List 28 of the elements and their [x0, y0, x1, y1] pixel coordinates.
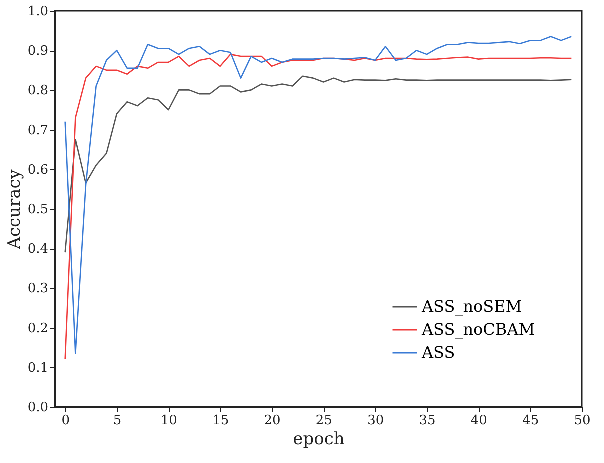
legend-label: ASS — [421, 343, 456, 362]
x-tick-label: 20 — [264, 414, 281, 428]
x-tick-label: 40 — [470, 414, 488, 428]
x-tick-label: 10 — [160, 414, 178, 428]
y-tick-label: 0.2 — [28, 321, 48, 336]
y-tick-label: 0.0 — [28, 400, 48, 416]
x-tick-label: 15 — [212, 414, 230, 428]
x-tick-label: 5 — [113, 414, 122, 428]
y-tick-label: 0.6 — [28, 162, 48, 178]
x-tick-label: 45 — [522, 414, 540, 428]
x-tick-label: 50 — [574, 414, 591, 428]
y-tick-label: 0.7 — [28, 123, 48, 138]
line-series — [64, 76, 572, 254]
y-tick-label: 0.1 — [28, 360, 48, 376]
y-axis-title: Accuracy — [4, 169, 25, 250]
y-tick-label: 0.3 — [28, 282, 48, 297]
y-tick-label: 0.4 — [28, 242, 48, 258]
y-tick-label: 0.8 — [28, 84, 48, 99]
x-tick-label: 30 — [368, 414, 384, 428]
legend-label: ASS_noCBAM — [421, 320, 536, 339]
x-tick-label: 35 — [419, 414, 436, 428]
x-tick-label: 25 — [316, 414, 332, 428]
y-tick-label: 0.5 — [28, 202, 48, 218]
x-axis-title: epoch — [293, 430, 345, 450]
legend-label: ASS_noSEM — [421, 297, 522, 316]
y-tick-label: 0.9 — [28, 44, 48, 60]
y-tick-label: 1.0 — [28, 4, 48, 20]
x-tick-label: 0 — [62, 414, 70, 428]
